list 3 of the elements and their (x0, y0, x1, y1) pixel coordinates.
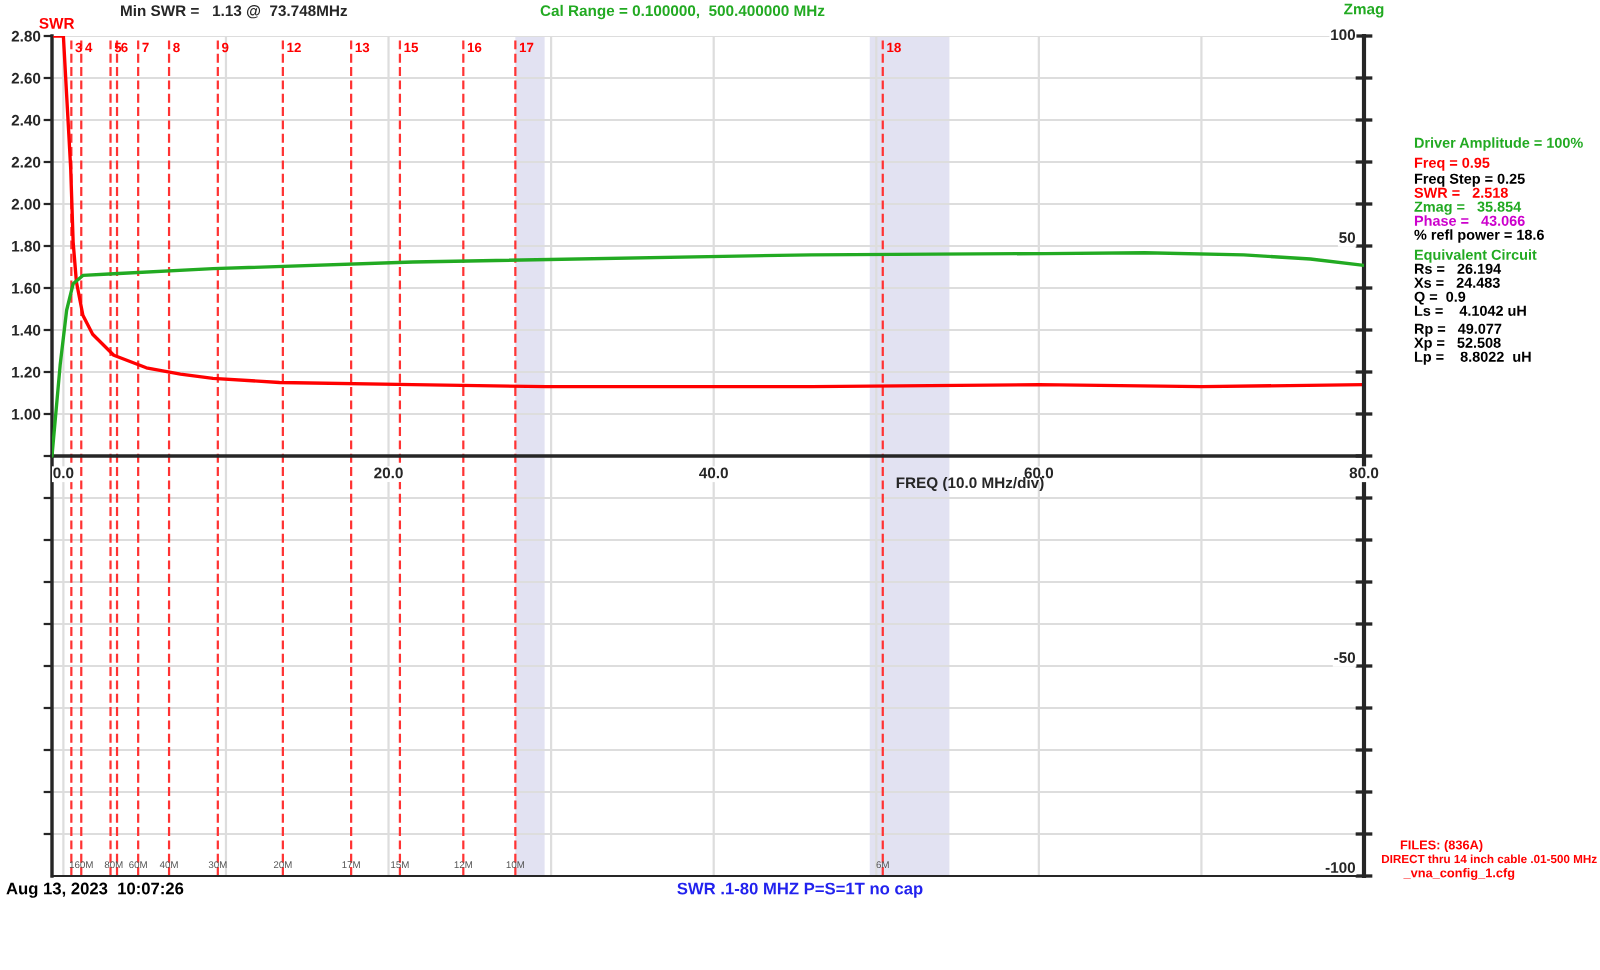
line-series (52, 36, 1364, 389)
text: SWR .1-80 MHZ P=S=1T no cap (677, 882, 923, 898)
text: Aug 13, 2023 10:07:26 (6, 882, 184, 898)
